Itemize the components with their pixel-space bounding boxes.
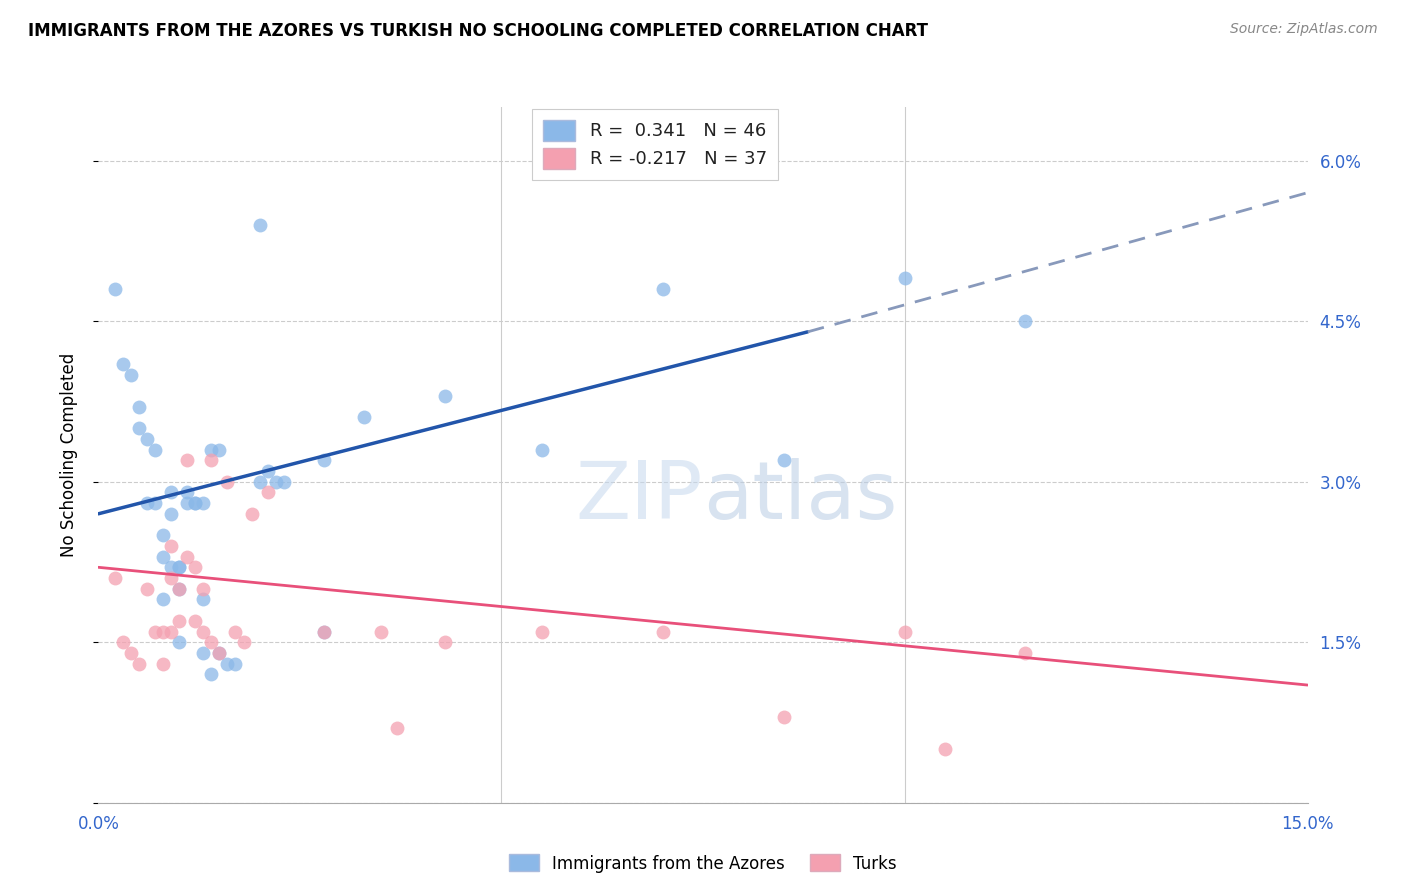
Point	[184, 560, 207, 574]
Point	[434, 635, 457, 649]
Point	[184, 496, 207, 510]
Point	[934, 742, 956, 756]
Point	[193, 592, 215, 607]
Point	[273, 475, 295, 489]
Point	[152, 592, 174, 607]
Point	[530, 442, 553, 457]
Point	[160, 485, 183, 500]
Point	[208, 646, 231, 660]
Point	[224, 657, 246, 671]
Point	[111, 357, 134, 371]
Point	[893, 624, 915, 639]
Point	[167, 582, 190, 596]
Point	[193, 582, 215, 596]
Point	[167, 635, 190, 649]
Point	[152, 549, 174, 564]
Point	[135, 432, 157, 446]
Point	[224, 624, 246, 639]
Text: IMMIGRANTS FROM THE AZORES VS TURKISH NO SCHOOLING COMPLETED CORRELATION CHART: IMMIGRANTS FROM THE AZORES VS TURKISH NO…	[28, 22, 928, 40]
Point	[385, 721, 408, 735]
Point	[256, 464, 278, 478]
Text: atlas: atlas	[703, 458, 897, 536]
Point	[530, 624, 553, 639]
Point	[193, 624, 215, 639]
Point	[135, 496, 157, 510]
Point	[152, 528, 174, 542]
Point	[111, 635, 134, 649]
Point	[167, 560, 190, 574]
Point	[135, 582, 157, 596]
Legend: Immigrants from the Azores, Turks: Immigrants from the Azores, Turks	[502, 847, 904, 880]
Point	[1014, 314, 1036, 328]
Point	[651, 282, 673, 296]
Point	[208, 646, 231, 660]
Point	[1014, 646, 1036, 660]
Point	[651, 624, 673, 639]
Point	[232, 635, 254, 649]
Point	[176, 485, 198, 500]
Point	[264, 475, 287, 489]
Point	[314, 624, 336, 639]
Point	[370, 624, 392, 639]
Point	[434, 389, 457, 403]
Point	[772, 453, 794, 467]
Point	[193, 646, 215, 660]
Point	[314, 624, 336, 639]
Point	[240, 507, 263, 521]
Point	[200, 667, 222, 681]
Point	[167, 614, 190, 628]
Point	[314, 453, 336, 467]
Point	[152, 657, 174, 671]
Point	[249, 475, 271, 489]
Point	[200, 453, 222, 467]
Point	[249, 218, 271, 232]
Point	[184, 496, 207, 510]
Point	[193, 496, 215, 510]
Point	[128, 657, 150, 671]
Point	[167, 560, 190, 574]
Point	[208, 442, 231, 457]
Point	[160, 571, 183, 585]
Text: ZIP: ZIP	[575, 458, 703, 536]
Point	[184, 614, 207, 628]
Legend: R =  0.341   N = 46, R = -0.217   N = 37: R = 0.341 N = 46, R = -0.217 N = 37	[531, 109, 778, 179]
Point	[176, 549, 198, 564]
Point	[152, 624, 174, 639]
Point	[103, 571, 125, 585]
Point	[200, 442, 222, 457]
Point	[217, 657, 239, 671]
Point	[893, 271, 915, 285]
Point	[176, 496, 198, 510]
Point	[143, 624, 166, 639]
Point	[217, 475, 239, 489]
Point	[176, 453, 198, 467]
Point	[200, 635, 222, 649]
Point	[256, 485, 278, 500]
Point	[160, 624, 183, 639]
Point	[120, 368, 142, 382]
Point	[103, 282, 125, 296]
Point	[353, 410, 375, 425]
Point	[167, 582, 190, 596]
Point	[160, 507, 183, 521]
Point	[128, 421, 150, 435]
Point	[160, 560, 183, 574]
Point	[772, 710, 794, 724]
Point	[128, 400, 150, 414]
Point	[160, 539, 183, 553]
Point	[143, 442, 166, 457]
Point	[120, 646, 142, 660]
Y-axis label: No Schooling Completed: No Schooling Completed	[59, 353, 77, 557]
Text: Source: ZipAtlas.com: Source: ZipAtlas.com	[1230, 22, 1378, 37]
Point	[143, 496, 166, 510]
